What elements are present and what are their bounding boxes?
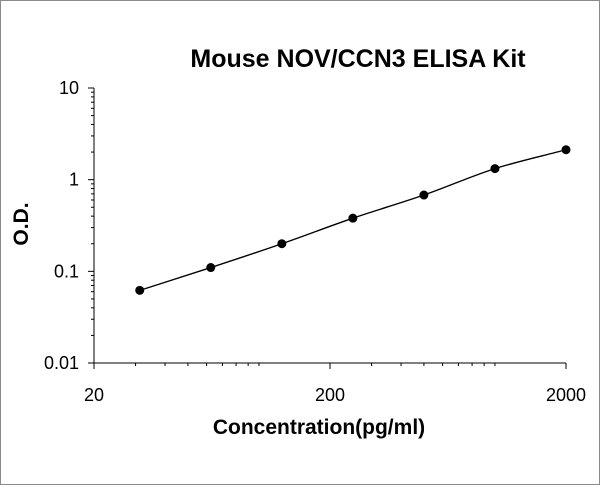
data-point [561, 145, 571, 155]
data-point [135, 285, 145, 295]
y-tick-label: 10 [59, 78, 79, 98]
y-tick-label: 1 [69, 170, 79, 190]
x-tick-label: 20 [84, 385, 104, 405]
y-axis-label: O.D. [10, 202, 33, 245]
x-axis-label: Concentration(pg/ml) [213, 416, 425, 439]
data-point [490, 164, 500, 174]
y-tick-label: 0.01 [44, 353, 79, 373]
data-point [206, 263, 216, 273]
data-point [348, 213, 358, 223]
axes [88, 87, 567, 369]
data-point [277, 239, 287, 249]
data-point [419, 190, 429, 200]
y-tick-label: 0.1 [54, 261, 79, 281]
x-tick-label: 2000 [546, 385, 586, 405]
data-points [135, 145, 571, 295]
chart-title: Mouse NOV/CCN3 ELISA Kit [190, 45, 526, 73]
x-tick-label: 200 [315, 385, 345, 405]
